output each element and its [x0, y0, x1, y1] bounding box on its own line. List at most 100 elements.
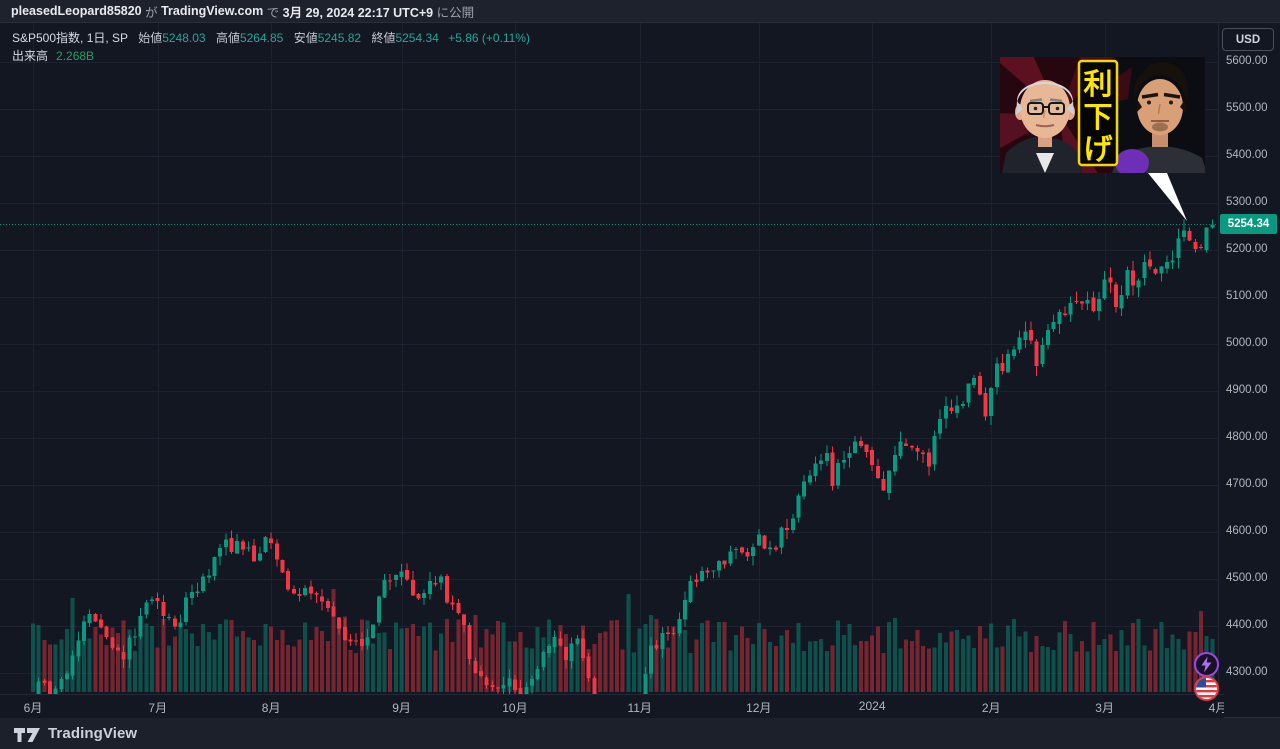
volume-bar [1136, 618, 1141, 692]
currency-usd-button[interactable]: USD [1222, 28, 1274, 51]
candle-wick [1138, 278, 1140, 297]
us-flag-icon[interactable] [1193, 675, 1220, 702]
volume-bar [518, 631, 523, 692]
tradingview-wordmark[interactable]: TradingView [48, 725, 138, 742]
callout-pointer-tail [1148, 173, 1187, 221]
volume-bar [694, 639, 699, 692]
volume-bar [359, 619, 364, 692]
volume-bar [904, 639, 909, 692]
candle [1057, 312, 1062, 324]
volume-bar [813, 640, 818, 692]
volume-bar [65, 629, 70, 692]
candle [955, 405, 960, 413]
candle [983, 392, 988, 417]
candle [269, 538, 274, 543]
candle [649, 645, 654, 674]
candle [1182, 230, 1187, 238]
candle-wick [520, 680, 522, 694]
candle [359, 638, 364, 646]
candle [36, 681, 41, 694]
candle [807, 475, 812, 483]
volume-bar [433, 650, 438, 692]
candle [836, 462, 841, 486]
candle [53, 688, 58, 694]
price-tick-label: 4800.00 [1226, 431, 1268, 443]
candle [495, 687, 500, 689]
candle [189, 592, 194, 599]
price-tick-label: 5000.00 [1226, 337, 1268, 349]
candle [1006, 354, 1011, 373]
high-value: 5264.85 [239, 31, 284, 45]
price-tick-label: 5400.00 [1226, 149, 1268, 161]
candle [1102, 279, 1107, 299]
volume-bar [1074, 651, 1079, 692]
candle [728, 551, 733, 564]
time-axis[interactable]: 6月 7月 8月 9月 10月 11月 12月 2024 2月 3月 4月 [0, 694, 1224, 718]
volume-bar [552, 640, 557, 692]
particle-published: に公開 [433, 5, 475, 20]
candle [314, 593, 319, 595]
volume-bar [1011, 619, 1016, 692]
candle [1074, 300, 1079, 303]
candle [178, 622, 183, 628]
candle [144, 602, 149, 615]
candle [1176, 238, 1181, 259]
volume-bar [1040, 645, 1045, 692]
volume-bar [717, 622, 722, 692]
candle [308, 586, 313, 594]
rate-cut-banner: 利 下 げ [1077, 59, 1119, 167]
time-tick-label: 2024 [858, 699, 886, 713]
candle [116, 647, 121, 651]
candle [286, 570, 291, 590]
volume-bar [371, 643, 376, 692]
candle [751, 547, 756, 557]
candle-wick [389, 573, 391, 591]
candle [1034, 341, 1039, 367]
volume-bar [1182, 649, 1187, 692]
candle [1028, 329, 1033, 341]
time-tick-label: 9月 [392, 701, 411, 715]
publisher-username: pleasedLeopard85820 [11, 4, 142, 18]
candle [167, 617, 172, 619]
volume-bar [410, 623, 415, 692]
candle-wick [1081, 301, 1083, 310]
candle [966, 383, 971, 403]
volume-bar [609, 620, 614, 692]
candle [388, 580, 393, 582]
volume-bar [1096, 644, 1101, 692]
volume-bar [915, 630, 920, 692]
candle [507, 678, 512, 687]
candle [104, 626, 109, 637]
volume-bar [734, 634, 739, 692]
candle [59, 678, 64, 689]
volume-bar [269, 626, 274, 692]
candle [320, 596, 325, 602]
volume-bar [212, 639, 217, 692]
candle-wick [168, 613, 170, 621]
candle [938, 419, 943, 434]
volume-value: 2.268B [56, 49, 95, 63]
price-tick-label: 4300.00 [1226, 666, 1268, 678]
tradingview-logo-icon[interactable] [13, 724, 41, 744]
candle [1159, 266, 1164, 274]
earnings-lightning-icon[interactable] [1193, 651, 1220, 678]
candle [371, 624, 376, 639]
volume-bar [291, 646, 296, 692]
rate-cut-image-callout[interactable]: 利 下 げ [1000, 57, 1210, 232]
candle [376, 596, 381, 623]
candle [705, 570, 710, 573]
price-axis[interactable] [1218, 23, 1280, 717]
volume-bar [796, 623, 801, 692]
change-value: +5.86 (+0.11%) [448, 31, 531, 45]
candle [150, 599, 155, 602]
volume-bar [807, 641, 812, 692]
candle [813, 463, 818, 477]
chart-pane[interactable]: S&P500指数, 1日, SP 始値5248.03 高値5264.85 安値5… [0, 23, 1218, 694]
candlestick-chart-canvas[interactable] [0, 23, 1218, 694]
candle [779, 527, 784, 548]
volume-bar [779, 635, 784, 692]
candle [700, 570, 705, 581]
candle [342, 627, 347, 641]
candle [819, 460, 824, 465]
candle-wick [712, 570, 714, 578]
